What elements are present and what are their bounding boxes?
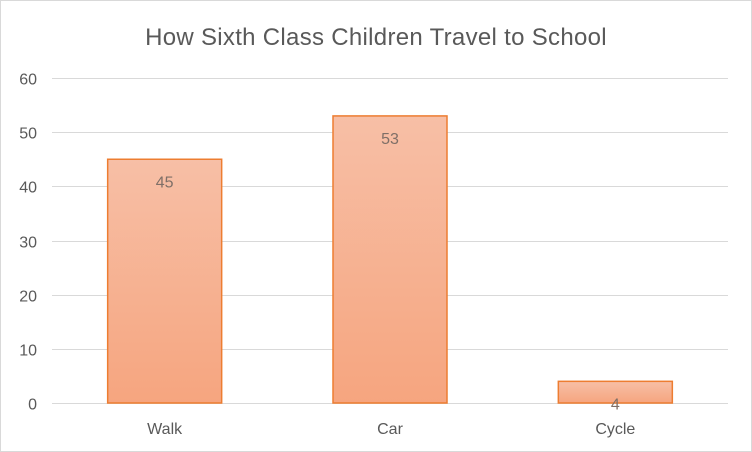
y-tick-label: 10 (19, 343, 37, 360)
x-axis-category-labels: Walk Car Cycle (147, 421, 635, 438)
y-axis-tick-labels: 0 10 20 30 40 50 60 (19, 72, 37, 414)
category-label-car: Car (377, 421, 403, 438)
chart-title: How Sixth Class Children Travel to Schoo… (145, 24, 607, 51)
y-tick-label: 50 (19, 126, 37, 143)
bar-car (332, 115, 448, 404)
y-tick-label: 0 (28, 397, 37, 414)
y-tick-label: 30 (19, 235, 37, 252)
bar-walk (106, 158, 223, 404)
category-label-cycle: Cycle (595, 421, 635, 438)
y-tick-label: 20 (19, 289, 37, 306)
bars (106, 115, 674, 404)
data-label-car: 53 (381, 131, 399, 148)
category-label-walk: Walk (147, 421, 183, 438)
data-labels: 45 53 4 (156, 131, 620, 413)
y-tick-label: 40 (19, 180, 37, 197)
data-label-cycle: 4 (611, 396, 620, 413)
y-tick-label: 60 (19, 72, 37, 89)
data-label-walk: 45 (156, 174, 174, 191)
bar-cycle (557, 380, 674, 404)
